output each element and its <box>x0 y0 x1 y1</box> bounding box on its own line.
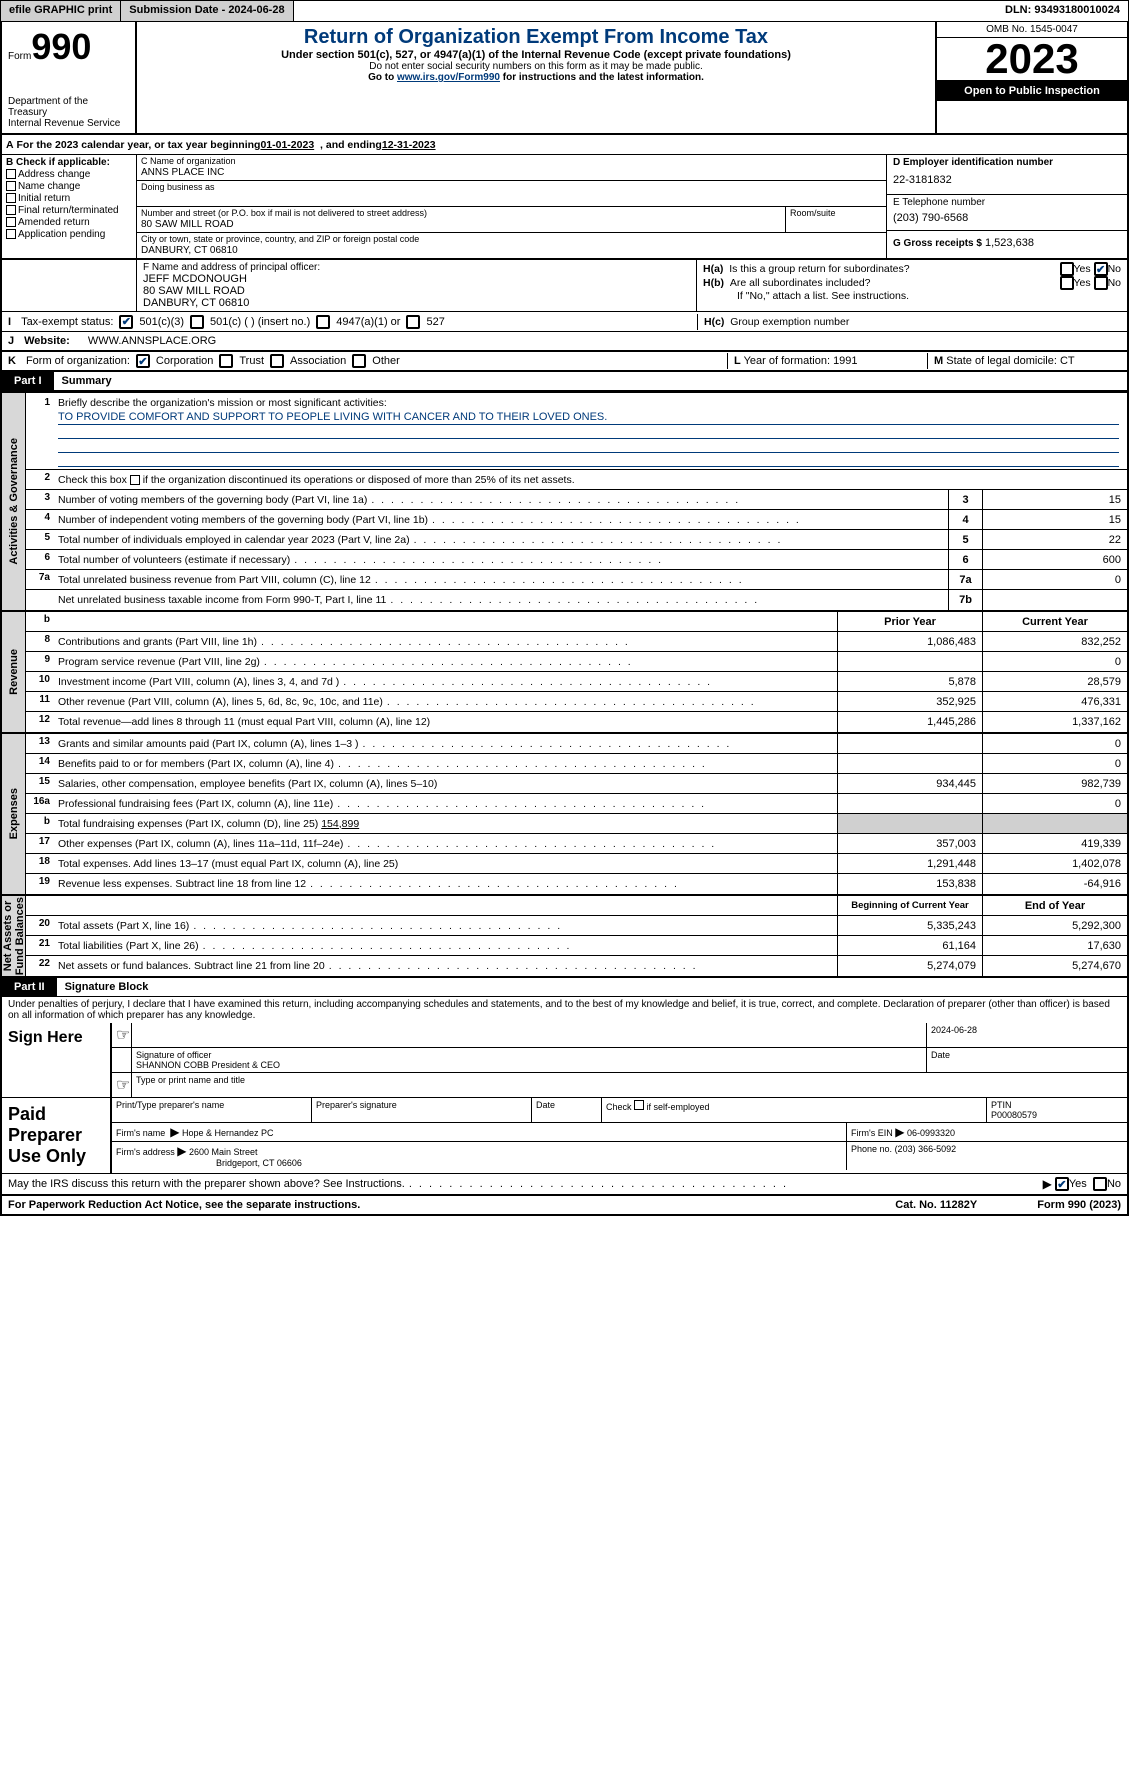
form-label: Form <box>8 51 31 62</box>
footer: For Paperwork Reduction Act Notice, see … <box>0 1196 1129 1216</box>
net-assets: Net Assets or Fund Balances Beginning of… <box>0 894 1129 978</box>
firm-name: Hope & Hernandez PC <box>182 1128 274 1138</box>
expenses: Expenses 13Grants and similar amounts pa… <box>0 732 1129 894</box>
street-address: 80 SAW MILL ROAD <box>137 219 785 232</box>
checkbox-address-change[interactable] <box>6 169 16 179</box>
firm-ein: 06-0993320 <box>907 1128 955 1138</box>
firm-addr1: 2600 Main Street <box>189 1147 258 1157</box>
v5: 22 <box>982 530 1127 549</box>
corp-checkbox[interactable] <box>136 354 150 368</box>
col-B: B Check if applicable: Address change Na… <box>2 155 137 258</box>
penalty-statement: Under penalties of perjury, I declare th… <box>0 997 1129 1023</box>
hb-no[interactable] <box>1094 276 1108 290</box>
v7a: 0 <box>982 570 1127 589</box>
pointer-icon: ☞ <box>112 1023 132 1047</box>
form-number: 990 <box>31 26 91 67</box>
mission: TO PROVIDE COMFORT AND SUPPORT TO PEOPLE… <box>58 411 1119 425</box>
v6: 600 <box>982 550 1127 569</box>
part2-header: Part IISignature Block <box>0 978 1129 997</box>
firm-phone: (203) 366-5092 <box>895 1144 957 1154</box>
form-title: Return of Organization Exempt From Incom… <box>141 26 931 49</box>
subtitle-2: Do not enter social security numbers on … <box>141 61 931 72</box>
col-C: C Name of organization ANNS PLACE INC Do… <box>137 155 887 258</box>
year-formation: 1991 <box>833 355 857 367</box>
officer-addr2: DANBURY, CT 06810 <box>143 297 690 309</box>
irs-link[interactable]: www.irs.gov/Form990 <box>397 72 500 83</box>
firm-addr2: Bridgeport, CT 06606 <box>216 1158 302 1168</box>
subtitle-3: Go to www.irs.gov/Form990 for instructio… <box>141 72 931 83</box>
discuss-no[interactable] <box>1093 1177 1107 1191</box>
checkbox-initial-return[interactable] <box>6 193 16 203</box>
state-domicile: CT <box>1060 355 1075 367</box>
form-header: Form990 Department of the Treasury Inter… <box>0 22 1129 135</box>
col-D: D Employer identification number 22-3181… <box>887 155 1127 258</box>
checkbox-app-pending[interactable] <box>6 229 16 239</box>
open-inspection: Open to Public Inspection <box>937 81 1127 101</box>
org-name: ANNS PLACE INC <box>137 167 886 180</box>
v3: 15 <box>982 490 1127 509</box>
section-BCD: B Check if applicable: Address change Na… <box>0 155 1129 260</box>
527-checkbox[interactable] <box>406 315 420 329</box>
dln: DLN: 93493180010024 <box>997 1 1128 21</box>
row-FH: F Name and address of principal officer:… <box>0 260 1129 312</box>
topbar: efile GRAPHIC print Submission Date - 20… <box>0 0 1129 22</box>
checkbox-final-return[interactable] <box>6 205 16 215</box>
row-A: A For the 2023 calendar year, or tax yea… <box>0 135 1129 155</box>
4947-checkbox[interactable] <box>316 315 330 329</box>
activities-governance: Activities & Governance 1Briefly describ… <box>0 391 1129 610</box>
ein: 22-3181832 <box>893 168 1121 192</box>
discontinued-checkbox[interactable] <box>130 475 140 485</box>
self-employed-checkbox[interactable] <box>634 1100 644 1110</box>
efile-print-button[interactable]: efile GRAPHIC print <box>1 1 121 21</box>
501c3-checkbox[interactable] <box>119 315 133 329</box>
part1-header: Part ISummary <box>0 372 1129 391</box>
submission-date: Submission Date - 2024-06-28 <box>121 1 293 21</box>
assoc-checkbox[interactable] <box>270 354 284 368</box>
discuss-yes[interactable] <box>1055 1177 1069 1191</box>
officer-sig-name: SHANNON COBB President & CEO <box>136 1060 922 1070</box>
row-J: J Website: WWW.ANNSPLACE.ORG <box>0 332 1129 352</box>
other-checkbox[interactable] <box>352 354 366 368</box>
ptin: P00080579 <box>991 1110 1123 1120</box>
trust-checkbox[interactable] <box>219 354 233 368</box>
website[interactable]: WWW.ANNSPLACE.ORG <box>88 335 216 347</box>
row-KLM: K Form of organization: Corporation Trus… <box>0 352 1129 372</box>
ha-no[interactable] <box>1094 262 1108 276</box>
city-state-zip: DANBURY, CT 06810 <box>137 245 886 258</box>
signature-block: Sign Here ☞ 2024-06-28 Signature of offi… <box>0 1023 1129 1196</box>
v7b <box>982 590 1127 610</box>
officer-addr1: 80 SAW MILL ROAD <box>143 285 690 297</box>
hb-yes[interactable] <box>1060 276 1074 290</box>
tax-year: 2023 <box>937 38 1127 81</box>
subtitle-1: Under section 501(c), 527, or 4947(a)(1)… <box>141 49 931 61</box>
v4: 15 <box>982 510 1127 529</box>
telephone: (203) 790-6568 <box>893 208 1121 228</box>
checkbox-name-change[interactable] <box>6 181 16 191</box>
501c-checkbox[interactable] <box>190 315 204 329</box>
ha-yes[interactable] <box>1060 262 1074 276</box>
row-I: I Tax-exempt status: 501(c)(3) 501(c) ( … <box>0 312 1129 332</box>
officer-name: JEFF MCDONOUGH <box>143 273 690 285</box>
checkbox-amended[interactable] <box>6 217 16 227</box>
dba <box>137 193 886 206</box>
treasury-dept: Department of the Treasury Internal Reve… <box>8 96 129 129</box>
revenue: Revenue bPrior YearCurrent Year 8Contrib… <box>0 610 1129 732</box>
gross-receipts: 1,523,638 <box>985 237 1034 249</box>
